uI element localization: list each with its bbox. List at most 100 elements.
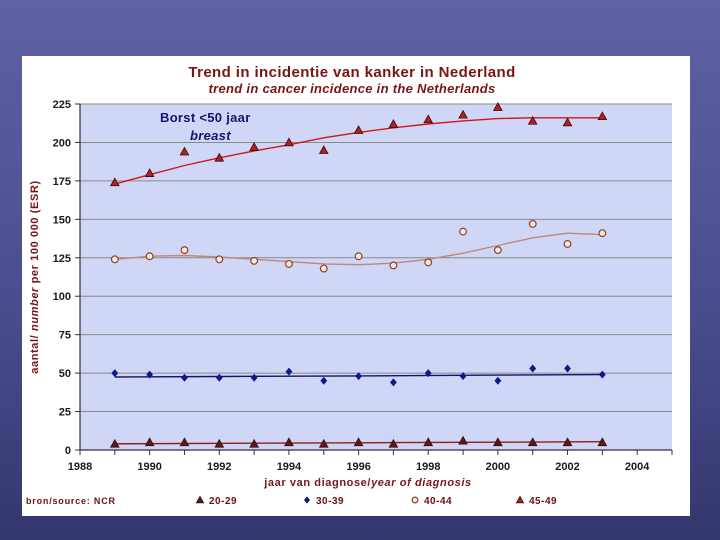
legend-marker-45-49 [515,495,525,504]
point-45-49-1994 [284,137,294,147]
point-45-49-2003 [597,111,608,121]
axes [75,103,673,455]
point-40-44-2000 [493,246,502,255]
x-tick-label: 1996 [346,461,370,473]
point-30-39-2000 [494,376,502,385]
y-tick-label: 200 [53,137,71,149]
legend-marker-40-44 [411,496,419,504]
legend-marker-20-29 [195,495,205,504]
point-30-39-1989 [111,369,119,378]
point-45-49-1991 [179,146,190,156]
point-30-39-1990 [146,370,154,379]
point-45-49-1999 [458,109,468,119]
point-20-29-1994 [284,437,294,447]
legend-label-30-39: 30-39 [316,496,344,507]
x-tick-label: 2004 [625,461,650,473]
legend-label-45-49: 45-49 [529,496,557,507]
y-tick-label: 125 [53,253,71,265]
point-40-44-1991 [180,246,189,255]
point-45-49-1995 [318,145,329,154]
point-45-49-1992 [214,152,225,162]
chart-title: Trend in incidentie van kanker in Nederl… [188,64,515,81]
chart-subtitle: trend in cancer incidence in the Netherl… [209,81,496,96]
point-45-49-2000 [493,102,503,111]
chart: Trend in incidentie van kanker in Nederl… [26,64,673,507]
point-30-39-1993 [250,373,258,382]
x-tick-label: 2002 [555,461,579,473]
point-30-39-2001 [529,364,537,373]
legend-marker-30-39 [303,496,311,504]
point-20-29-2002 [562,437,573,447]
y-tick-label: 225 [53,99,71,111]
point-20-29-1997 [388,438,399,448]
point-20-29-1989 [109,438,120,448]
y-tick-label: 75 [59,330,71,342]
point-45-49-2002 [562,117,573,127]
plot-area [80,104,672,450]
point-20-29-2000 [493,437,503,447]
point-30-39-2002 [564,364,571,373]
x-tick-label: 2000 [486,461,510,473]
point-45-49-1993 [249,142,259,151]
point-45-49-2001 [527,115,538,125]
point-40-44-1990 [145,252,154,261]
point-20-29-2003 [597,437,608,447]
x-tick-label: 1994 [277,461,302,473]
annotation-line-1: Borst <50 jaar [160,110,251,125]
point-20-29-1996 [353,437,364,447]
x-tick-label: 1990 [137,461,161,473]
y-axis-label-part-3: per 100 000 (ESR) [29,180,41,287]
point-20-29-1991 [179,437,190,447]
trend-line-40-44 [114,232,603,266]
point-20-29-1992 [214,438,225,448]
point-40-44-1998 [424,258,433,267]
point-40-44-1996 [354,252,363,261]
tick-labels: 0 25 50 75 100 125 150 175 200 225 1988 1990 1992 199… [53,99,651,473]
point-30-39-1998 [424,369,432,378]
point-30-39-1999 [459,372,467,381]
point-40-44-1995 [319,264,328,273]
point-40-44-1994 [284,259,293,268]
point-45-49-1996 [353,125,364,134]
x-tick-label: 1998 [416,461,440,473]
point-30-39-2003 [598,370,606,379]
grid [80,103,672,413]
annotation-line-2: breast [190,128,231,143]
chart-panel: Trend in incidentie van kanker in Nederl… [22,56,690,516]
point-40-44-1992 [215,255,224,264]
point-45-49-1997 [388,118,399,128]
x-axis-label: jaar van diagnose/year of diagnosis [263,477,471,489]
point-20-29-1993 [249,438,259,448]
y-tick-label: 175 [53,176,71,188]
point-40-44-1993 [250,256,259,265]
point-40-44-1999 [459,227,468,236]
point-30-39-1994 [285,367,293,376]
y-tick-label: 0 [65,445,71,457]
point-45-49-1998 [423,114,434,124]
point-45-49-1990 [144,168,155,177]
point-45-49-1989 [109,177,120,187]
point-20-29-2001 [527,437,538,447]
point-20-29-1995 [318,438,329,448]
y-tick-label: 150 [53,214,71,226]
legend-label-40-44: 40-44 [424,496,452,507]
point-30-39-1992 [215,373,223,382]
y-axis-label-part-2: number [29,287,41,331]
legend-label-20-29: 20-29 [209,496,237,507]
point-30-39-1996 [355,372,362,381]
point-40-44-2002 [563,239,572,248]
point-20-29-1990 [144,437,155,447]
point-30-39-1991 [181,373,188,382]
y-tick-label: 100 [53,291,71,303]
x-tick-label: 1992 [207,461,231,473]
y-axis-label: aantal/ number per 100 000 (ESR) [29,180,41,373]
point-40-44-1989 [110,255,119,264]
point-30-39-1997 [390,378,397,387]
legend: 20-29 30-39 40-44 45-49 [195,495,557,507]
y-axis-label-part-1: aantal/ [29,331,41,374]
source-note: bron/source: NCR [26,496,116,506]
x-axis-label-part-1: jaar van diagnose/ [263,477,371,489]
data-points [109,102,608,448]
y-tick-label: 25 [59,407,71,419]
point-20-29-1998 [423,437,434,447]
